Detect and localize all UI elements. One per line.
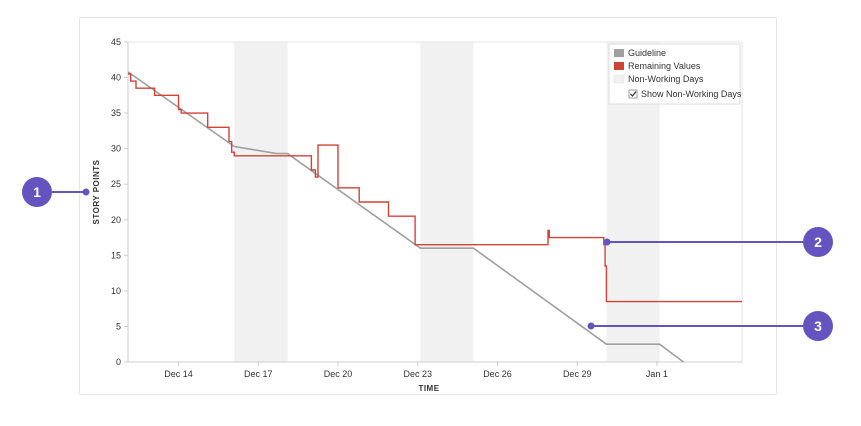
legend-label-remaining: Remaining Values: [628, 61, 701, 71]
callout-1-badge: [22, 177, 52, 207]
series-layer: [127, 71, 742, 363]
series-line-guideline: [127, 71, 684, 363]
checkbox-check-icon: [630, 91, 637, 97]
callout-2-badge: [803, 227, 833, 257]
non-working-days-layer: [234, 42, 660, 362]
callout-3: 3: [587, 311, 833, 341]
x-tick-label: Dec 23: [403, 369, 432, 379]
y-tick-label: 20: [111, 215, 121, 225]
y-tick-label: 5: [116, 321, 121, 331]
callout-2: 2: [603, 227, 833, 257]
x-tick-label: Dec 14: [164, 369, 193, 379]
y-ticks: 0 5 10 15 20 25 30 35 40 45: [111, 37, 128, 367]
legend-swatch-remaining: [614, 62, 624, 70]
checkbox-box: [628, 89, 638, 99]
callout-1: 1: [22, 177, 90, 207]
callout-2-number: 2: [814, 234, 822, 250]
non-working-day-band-2: [420, 42, 474, 362]
y-tick-label: 10: [111, 286, 121, 296]
callout-3-number: 3: [814, 318, 822, 334]
y-tick-label: 40: [111, 73, 121, 83]
y-tick-label: 0: [116, 357, 121, 367]
callout-2-dot: [603, 238, 611, 246]
legend-swatch-non-working: [613, 74, 625, 84]
legend-label-non-working: Non-Working Days: [628, 74, 704, 84]
show-non-working-days-checkbox[interactable]: [628, 89, 638, 99]
x-tick-label: Dec 17: [244, 369, 273, 379]
y-tick-label: 15: [111, 250, 121, 260]
legend-label-guideline: Guideline: [628, 48, 666, 58]
axes-layer: [127, 41, 743, 363]
y-tick-label: 30: [111, 144, 121, 154]
callout-1-number: 1: [33, 184, 41, 200]
y-tick-label: 35: [111, 108, 121, 118]
x-axis-title: TIME: [418, 384, 439, 393]
legend-swatch-guideline: [614, 49, 624, 57]
callout-3-dot: [587, 322, 595, 330]
y-tick-label: 45: [111, 37, 121, 47]
callout-3-badge: [803, 311, 833, 341]
x-tick-label: Dec 20: [324, 369, 353, 379]
callout-1-dot: [82, 188, 90, 196]
x-tick-label: Jan 1: [646, 369, 668, 379]
x-ticks: Dec 14 Dec 17 Dec 20 Dec 23 Dec 26 Dec 29 Jan …: [164, 362, 668, 379]
x-tick-label: Dec 29: [563, 369, 592, 379]
legend: Guideline Remaining Values Non-Working D…: [608, 43, 742, 105]
y-tick-label: 25: [111, 179, 121, 189]
series-line-remaining-values: [128, 73, 742, 303]
non-working-day-band-1: [234, 42, 288, 362]
x-tick-label: Dec 26: [483, 369, 512, 379]
show-non-working-days-label: Show Non-Working Days: [641, 89, 742, 99]
y-axis-title: STORY POINTS: [92, 159, 101, 224]
